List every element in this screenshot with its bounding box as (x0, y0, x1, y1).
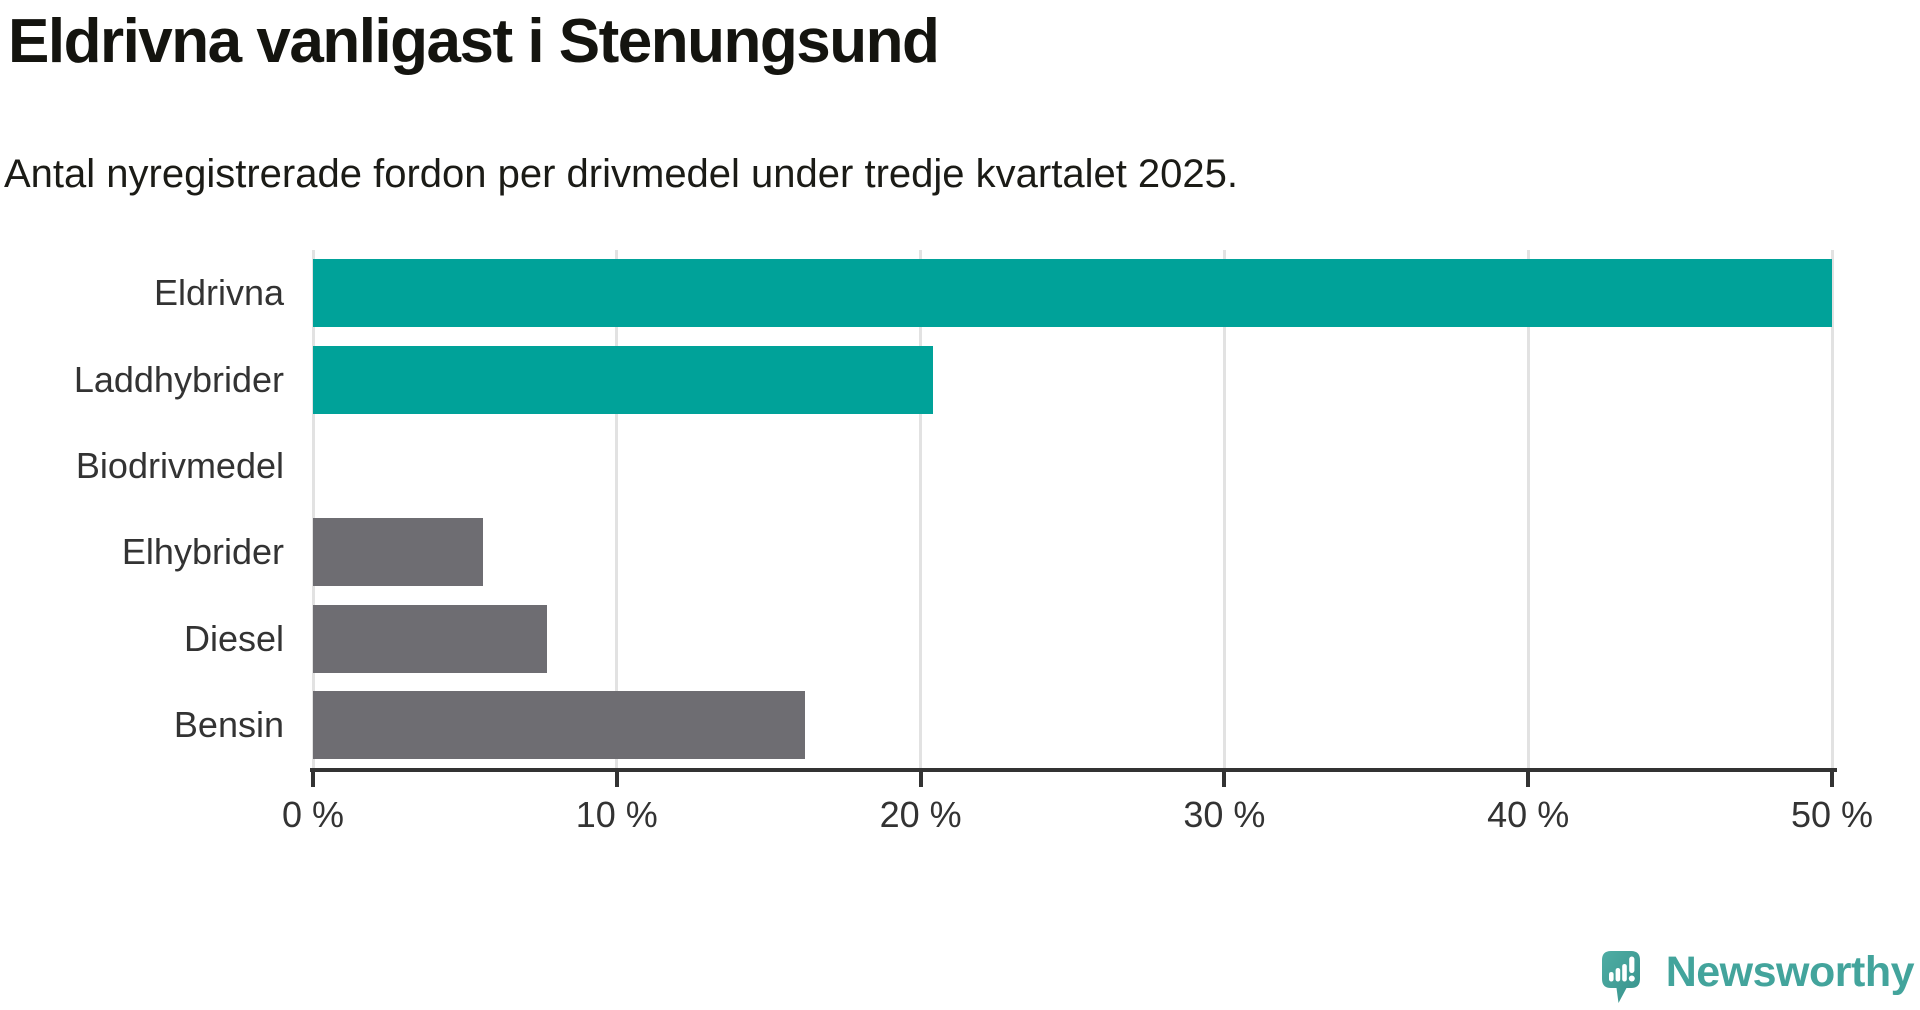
category-label-elhybrider: Elhybrider (121, 531, 284, 573)
bar-bensin (313, 690, 806, 759)
bar-eldrivna (313, 259, 1832, 328)
gridline-20 (919, 250, 923, 768)
x-axis-tick-label-20: 20 % (879, 794, 962, 835)
x-axis-tick-label-10: 10 % (575, 794, 658, 835)
x-axis-tick-label-0: 0 % (281, 794, 345, 835)
category-label-eldrivna: Eldrivna (153, 272, 284, 314)
gridline-0 (311, 250, 315, 768)
gridline-30 (1222, 250, 1226, 768)
newsworthy-logo: Newsworthy (1601, 946, 1915, 1008)
category-label-diesel: Diesel (183, 617, 284, 659)
plot-area (311, 250, 1834, 768)
logo-exclamation-dot (1628, 975, 1635, 982)
gridline-50 (1830, 250, 1834, 768)
x-axis-tick-10 (614, 772, 619, 787)
logo-bar-medium (1615, 968, 1620, 982)
category-label-biodrivmedel: Biodrivmedel (75, 444, 284, 486)
chart-title: Eldrivna vanligast i Stenungsund (8, 7, 940, 76)
x-axis-tick-label-40: 40 % (1487, 794, 1570, 835)
newsworthy-logo-icon (1601, 951, 1640, 1003)
logo-exclamation-bar (1628, 956, 1635, 973)
x-axis-tick-50 (1830, 772, 1834, 787)
logo-bar-large (1621, 964, 1627, 982)
gridline-10 (615, 250, 619, 768)
x-axis-tick-20 (918, 772, 923, 787)
bar-elhybrider (313, 518, 484, 587)
category-label-laddhybrider: Laddhybrider (73, 358, 284, 400)
gridline-40 (1526, 250, 1530, 768)
chart-subtitle: Antal nyregistrerade fordon per drivmede… (4, 152, 1239, 196)
x-axis-tick-label-50: 50 % (1790, 794, 1874, 835)
bar-diesel (313, 604, 547, 673)
x-axis-tick-30 (1222, 772, 1227, 787)
x-axis-tick-0 (311, 772, 315, 787)
newsworthy-logo-text: Newsworthy (1665, 948, 1915, 996)
bar-laddhybrider (313, 345, 933, 414)
x-axis-line (310, 768, 1837, 772)
category-label-bensin: Bensin (173, 703, 284, 745)
x-axis-tick-40 (1526, 772, 1531, 787)
x-axis-tick-label-30: 30 % (1183, 794, 1266, 835)
logo-bar-small (1608, 972, 1614, 982)
